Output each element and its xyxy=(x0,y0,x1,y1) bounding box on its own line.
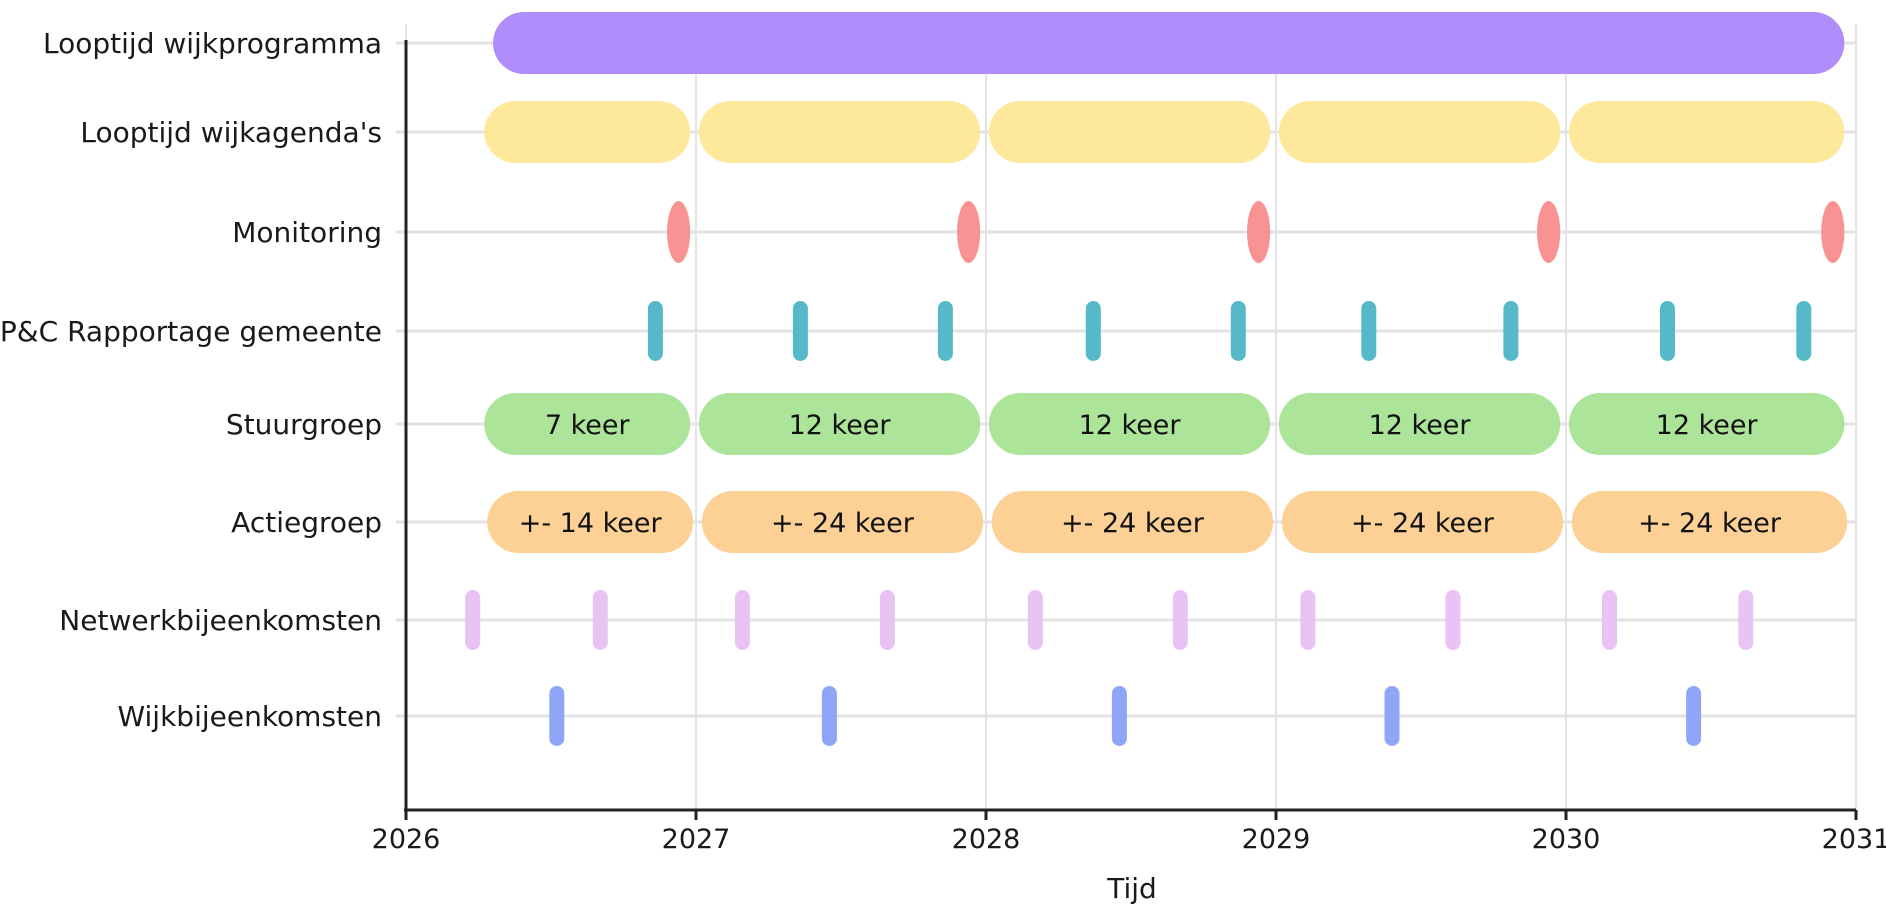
stuurgroep-bar-label: 12 keer xyxy=(789,410,892,441)
netwerkbijeenkomsten-event-marker xyxy=(734,590,750,650)
category-label-stuurgroep: Stuurgroep xyxy=(226,408,382,441)
pandc-rapportage-gemeente-event-marker xyxy=(937,301,953,361)
actiegroep-bar-label: +- 24 keer xyxy=(1638,508,1782,539)
looptijd-wijkagenda-s-bar xyxy=(484,101,691,163)
category-label-monitoring: Monitoring xyxy=(232,216,382,249)
stuurgroep-bar xyxy=(988,393,1271,455)
looptijd-wijkagenda-s-bar xyxy=(1278,101,1561,163)
netwerkbijeenkomsten-event-marker xyxy=(592,590,608,650)
stuurgroep-bar-label: 12 keer xyxy=(1369,410,1472,441)
actiegroep-bar xyxy=(1571,491,1848,553)
looptijd-wijkagenda-s-bar xyxy=(1568,101,1845,163)
wijkbijeenkomsten-event-marker xyxy=(1384,686,1400,746)
pandc-rapportage-gemeente-event-marker xyxy=(1660,301,1675,361)
x-tick-label: 2031 xyxy=(1822,824,1886,855)
x-axis-title: Tijd xyxy=(1106,872,1157,905)
category-label-pandc-rapportage-gemeente: P&C Rapportage gemeente xyxy=(0,315,382,348)
wijkbijeenkomsten-event-marker xyxy=(1111,686,1127,746)
pandc-rapportage-gemeente-event-marker xyxy=(1230,301,1246,361)
chart-marks xyxy=(465,12,1848,746)
pandc-rapportage-gemeente-event-marker xyxy=(1503,301,1519,361)
stuurgroep-bar xyxy=(698,393,981,455)
x-tick-label: 2027 xyxy=(662,824,731,855)
monitoring-bar xyxy=(1537,201,1561,263)
actiegroep-bar-label: +- 14 keer xyxy=(519,508,663,539)
pandc-rapportage-gemeente-event-marker xyxy=(792,301,808,361)
netwerkbijeenkomsten-event-marker xyxy=(1300,590,1316,650)
actiegroep-bar xyxy=(1281,491,1564,553)
looptijd-wijkagenda-s-bar xyxy=(988,101,1271,163)
category-label-netwerkbijeenkomsten: Netwerkbijeenkomsten xyxy=(59,604,382,637)
category-label-looptijd-wijkprogramma: Looptijd wijkprogramma xyxy=(43,27,382,60)
wijkbijeenkomsten-event-marker xyxy=(821,686,837,746)
pandc-rapportage-gemeente-event-marker xyxy=(647,301,663,361)
netwerkbijeenkomsten-event-marker xyxy=(465,590,481,650)
wijkbijeenkomsten-event-marker xyxy=(1686,686,1702,746)
monitoring-bar xyxy=(667,201,691,263)
chart-labels: Looptijd wijkprogramma Looptijd wijkagend… xyxy=(0,27,1886,855)
looptijd-wijkprogramma-bar xyxy=(493,12,1845,74)
actiegroep-bar-label: +- 24 keer xyxy=(1061,508,1205,539)
actiegroep-bar xyxy=(991,491,1274,553)
pandc-rapportage-gemeente-event-marker xyxy=(1085,301,1101,361)
x-tick-label: 2029 xyxy=(1242,824,1311,855)
pandc-rapportage-gemeente-event-marker xyxy=(1796,301,1812,361)
axes xyxy=(404,40,1858,820)
stuurgroep-bar xyxy=(484,393,691,455)
category-label-wijkbijeenkomsten: Wijkbijeenkomsten xyxy=(117,700,382,733)
wijkbijeenkomsten-event-marker xyxy=(549,686,565,746)
netwerkbijeenkomsten-event-marker xyxy=(1172,590,1188,650)
monitoring-bar xyxy=(1821,201,1845,263)
monitoring-bar xyxy=(957,201,981,263)
stuurgroep-bar-label: 7 keer xyxy=(545,410,631,441)
monitoring-bar xyxy=(1247,201,1271,263)
netwerkbijeenkomsten-event-marker xyxy=(1027,590,1043,650)
actiegroep-bar-label: +- 24 keer xyxy=(771,508,915,539)
x-tick-label: 2026 xyxy=(372,824,441,855)
x-tick-label: 2028 xyxy=(952,824,1021,855)
netwerkbijeenkomsten-event-marker xyxy=(1602,590,1617,650)
netwerkbijeenkomsten-event-marker xyxy=(879,590,895,650)
actiegroep-bar xyxy=(487,491,694,553)
pandc-rapportage-gemeente-event-marker xyxy=(1361,301,1377,361)
stuurgroep-bar-label: 12 keer xyxy=(1079,410,1182,441)
actiegroep-bar-label: +- 24 keer xyxy=(1351,508,1495,539)
stuurgroep-bar xyxy=(1568,393,1845,455)
stuurgroep-bar xyxy=(1278,393,1561,455)
x-tick-label: 2030 xyxy=(1532,824,1601,855)
category-label-actiegroep: Actiegroep xyxy=(231,506,382,539)
looptijd-wijkagenda-s-bar xyxy=(698,101,981,163)
netwerkbijeenkomsten-event-marker xyxy=(1738,590,1754,650)
actiegroep-bar xyxy=(701,491,984,553)
stuurgroep-bar-label: 12 keer xyxy=(1656,410,1759,441)
netwerkbijeenkomsten-event-marker xyxy=(1445,590,1461,650)
category-label-looptijd-wijkagenda-s: Looptijd wijkagenda's xyxy=(80,116,382,149)
